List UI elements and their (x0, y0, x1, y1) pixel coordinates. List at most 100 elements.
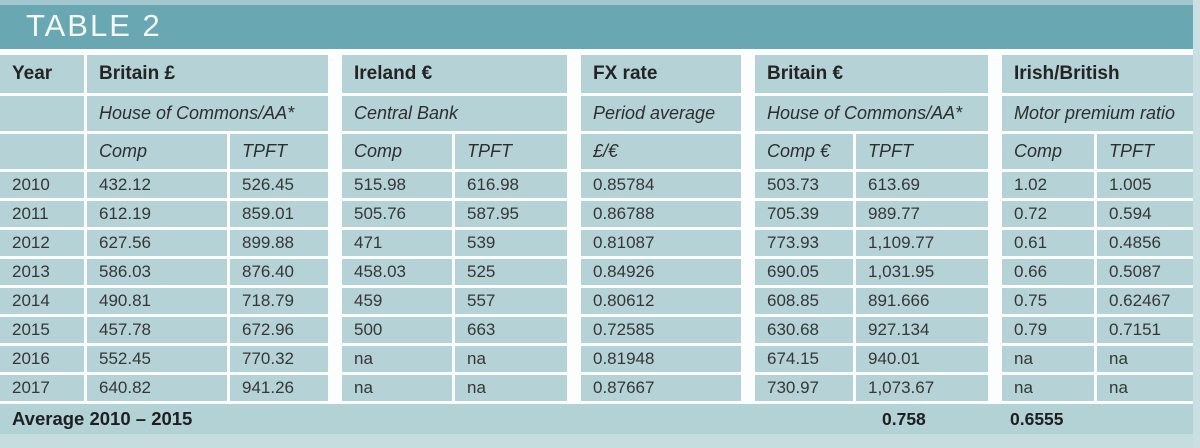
column-spacer (570, 201, 578, 227)
value-cell: 471 (342, 230, 452, 256)
column-spacer (744, 134, 752, 169)
column-spacer (331, 201, 339, 227)
column-spacer (331, 55, 339, 93)
column-spacer (570, 288, 578, 314)
value-cell: 859.01 (230, 201, 328, 227)
column-spacer (331, 134, 339, 169)
column-spacer (744, 317, 752, 343)
col-header-irish-british: Irish/British (1002, 55, 1193, 93)
column-spacer (570, 317, 578, 343)
header-row-subcolumns: Comp TPFT Comp TPFT £/€ Comp € TPFT Comp… (0, 134, 1200, 169)
col-header-britain-eur: Britain € (755, 55, 988, 93)
value-cell: 1,109.77 (856, 230, 988, 256)
column-spacer (744, 201, 752, 227)
value-cell: 0.86788 (581, 201, 741, 227)
column-spacer (991, 55, 999, 93)
value-cell: 613.69 (856, 172, 988, 198)
value-cell: 458.03 (342, 259, 452, 285)
column-spacer (991, 96, 999, 131)
column-spacer (744, 55, 752, 93)
value-cell: 0.4856 (1097, 230, 1193, 256)
column-spacer (991, 134, 999, 169)
value-cell: 940.01 (856, 346, 988, 372)
source-motor-premium-ratio: Motor premium ratio (1002, 96, 1193, 131)
table-row: 2010 432.12 526.45 515.98 616.98 0.85784 503.7… (0, 172, 1200, 198)
data-table: Year Britain £ Ireland € FX rate Britain… (0, 55, 1200, 401)
subheader-comp: Comp (342, 134, 452, 169)
year-cell: 2017 (0, 375, 84, 401)
col-header-ireland-eur: Ireland € (342, 55, 567, 93)
value-cell: 770.32 (230, 346, 328, 372)
value-cell: 640.82 (87, 375, 227, 401)
value-cell: 730.97 (755, 375, 853, 401)
subheader-comp-eur: Comp € (755, 134, 853, 169)
value-cell: 0.7151 (1097, 317, 1193, 343)
value-cell: 1.005 (1097, 172, 1193, 198)
value-cell: 0.81948 (581, 346, 741, 372)
value-cell: 630.68 (755, 317, 853, 343)
table-row: 2016 552.45 770.32 na na 0.81948 674.15 940.01 n… (0, 346, 1200, 372)
column-spacer (991, 172, 999, 198)
value-cell: na (342, 375, 452, 401)
value-cell: 503.73 (755, 172, 853, 198)
column-spacer (991, 375, 999, 401)
column-spacer (991, 230, 999, 256)
column-spacer (570, 55, 578, 93)
source-period-average: Period average (581, 96, 741, 131)
subheader-tpft: TPFT (455, 134, 567, 169)
subheader-tpft: TPFT (1097, 134, 1193, 169)
value-cell: 0.62467 (1097, 288, 1193, 314)
value-cell: 539 (455, 230, 567, 256)
average-row: Average 2010 – 2015 0.758 0.6555 (0, 404, 1193, 434)
value-cell: 552.45 (87, 346, 227, 372)
value-cell: 612.19 (87, 201, 227, 227)
year-cell: 2015 (0, 317, 84, 343)
value-cell: 432.12 (87, 172, 227, 198)
bottom-edge-strip (0, 434, 1193, 448)
column-spacer (744, 375, 752, 401)
col-header-britain-gbp: Britain £ (87, 55, 328, 93)
value-cell: 525 (455, 259, 567, 285)
subheader-comp: Comp (1002, 134, 1094, 169)
value-cell: 0.5087 (1097, 259, 1193, 285)
right-edge-strip (1193, 0, 1200, 448)
header-row-sources: House of Commons/AA* Central Bank Period… (0, 96, 1200, 131)
title-band: TABLE 2 (0, 5, 1193, 49)
average-britain-eur-tpft: 0.758 (882, 408, 926, 429)
value-cell: 674.15 (755, 346, 853, 372)
value-cell: 927.134 (856, 317, 988, 343)
value-cell: 876.40 (230, 259, 328, 285)
year-cell: 2013 (0, 259, 84, 285)
value-cell: 989.77 (856, 201, 988, 227)
column-spacer (570, 259, 578, 285)
column-spacer (570, 230, 578, 256)
value-cell: 773.93 (755, 230, 853, 256)
value-cell: 1,073.67 (856, 375, 988, 401)
year-cell: 2010 (0, 172, 84, 198)
subheader-gbp-eur: £/€ (581, 134, 741, 169)
column-spacer (570, 375, 578, 401)
year-cell: 2014 (0, 288, 84, 314)
value-cell: 557 (455, 288, 567, 314)
column-spacer (991, 259, 999, 285)
value-cell: 1.02 (1002, 172, 1094, 198)
value-cell: 0.75 (1002, 288, 1094, 314)
value-cell: 891.666 (856, 288, 988, 314)
title-band-frame: TABLE 2 (0, 0, 1200, 49)
column-spacer (744, 346, 752, 372)
table-row: 2017 640.82 941.26 na na 0.87667 730.97 1,073.6… (0, 375, 1200, 401)
value-cell: 515.98 (342, 172, 452, 198)
column-spacer (331, 346, 339, 372)
divider (0, 49, 1200, 55)
value-cell: 0.80612 (581, 288, 741, 314)
value-cell: 672.96 (230, 317, 328, 343)
value-cell: 459 (342, 288, 452, 314)
value-cell: na (1002, 346, 1094, 372)
value-cell: 0.81087 (581, 230, 741, 256)
value-cell: 0.79 (1002, 317, 1094, 343)
table-body: 2010 432.12 526.45 515.98 616.98 0.85784 503.7… (0, 172, 1200, 401)
value-cell: 663 (455, 317, 567, 343)
column-spacer (570, 346, 578, 372)
col-header-year: Year (0, 55, 84, 93)
value-cell: 899.88 (230, 230, 328, 256)
